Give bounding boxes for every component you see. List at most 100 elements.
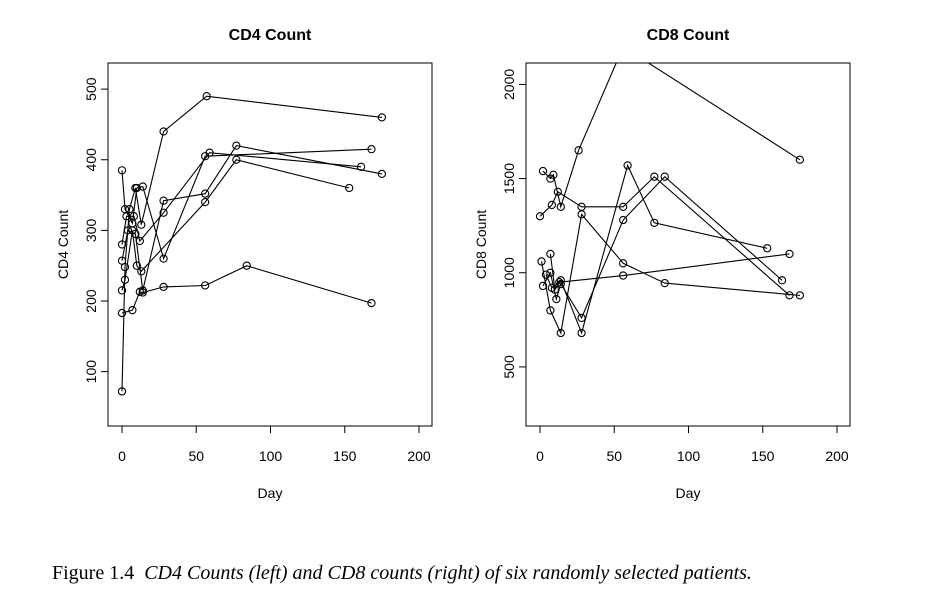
data-point: [159, 282, 168, 292]
data-point: [660, 172, 669, 181]
x-tick-label: 100: [677, 448, 701, 464]
data-point: [619, 259, 628, 268]
data-point: [535, 212, 545, 221]
cd4-panel: CD4 Count Day CD4 Count 0 50 100 150 200 100 200 3…: [55, 27, 433, 501]
data-point: [120, 275, 130, 284]
data-point: [137, 220, 146, 229]
y-tick-label: 400: [83, 148, 99, 172]
data-point: [117, 256, 127, 265]
data-point: [650, 172, 659, 181]
data-point: [538, 281, 548, 291]
series-line: [540, 213, 800, 335]
data-point: [201, 281, 210, 290]
series-line: [121, 144, 383, 291]
series-line: [542, 63, 801, 209]
series-line: [121, 265, 372, 314]
data-point: [367, 145, 376, 154]
series-line: [121, 95, 382, 392]
data-point: [556, 202, 565, 211]
data-point: [795, 291, 805, 300]
x-tick-label: 200: [407, 448, 431, 464]
x-axis-label: Day: [258, 485, 283, 501]
data-point: [552, 294, 561, 304]
y-tick-label: 300: [83, 218, 99, 242]
data-point: [159, 208, 168, 217]
data-point: [159, 127, 168, 136]
x-tick-label: 0: [536, 448, 544, 464]
figure-caption: Figure 1.4 CD4 Counts (left) and CD8 cou…: [52, 562, 922, 585]
data-point: [117, 286, 127, 295]
y-tick-label: 200: [83, 289, 99, 313]
data-point: [202, 92, 211, 101]
x-axis-label: Day: [676, 485, 701, 501]
chart-title: CD8 Count: [647, 27, 730, 44]
data-point: [650, 218, 659, 227]
data-point: [785, 249, 794, 259]
x-tick-label: 0: [118, 448, 126, 464]
data-point: [549, 170, 558, 179]
series-line: [539, 175, 790, 296]
data-point: [546, 306, 555, 315]
x-tick-label: 50: [188, 448, 204, 464]
x-tick-label: 50: [606, 448, 622, 464]
data-point: [345, 183, 354, 193]
data-point: [159, 196, 168, 205]
data-point: [377, 169, 387, 179]
y-tick-label: 2000: [501, 69, 517, 100]
series-line: [121, 152, 362, 245]
plot-frame: [525, 62, 851, 427]
data-point: [623, 161, 632, 170]
y-axis-label: CD4 Count: [55, 210, 71, 279]
data-point: [620, 43, 627, 50]
data-point: [132, 183, 141, 193]
data-point: [537, 257, 546, 266]
data-point: [577, 210, 586, 219]
series-line: [542, 175, 783, 320]
caption-label: Figure 1.4: [52, 562, 135, 584]
data-point: [132, 261, 141, 270]
data-point: [555, 278, 564, 287]
data-point: [117, 166, 127, 175]
data-point: [232, 155, 241, 164]
y-tick-label: 1500: [501, 163, 517, 194]
data-point: [128, 226, 137, 235]
caption-text: CD4 Counts (left) and CD8 counts (right)…: [144, 562, 752, 584]
data-point: [201, 197, 210, 207]
data-point: [138, 288, 147, 297]
data-point: [619, 271, 628, 280]
series-line: [549, 163, 768, 335]
data-point: [205, 148, 214, 157]
data-point: [547, 283, 557, 292]
series-group: [117, 92, 387, 396]
data-point: [553, 187, 562, 196]
data-point: [546, 249, 555, 259]
data-point: [546, 268, 555, 277]
data-point: [242, 261, 251, 270]
data-point: [541, 270, 551, 279]
data-point: [377, 113, 387, 122]
data-point: [538, 166, 548, 176]
y-tick-label: 1000: [501, 257, 517, 288]
data-point: [117, 387, 127, 396]
cd8-panel: CD8 Count Day CD8 Count 0 50 100 150 200 500 1000…: [473, 27, 851, 501]
data-point: [574, 146, 583, 155]
data-point: [128, 306, 137, 315]
data-point: [785, 291, 794, 300]
x-tick-label: 200: [825, 448, 849, 464]
data-point: [556, 328, 565, 338]
data-point: [123, 226, 133, 235]
data-point: [619, 202, 628, 211]
data-point: [232, 141, 241, 150]
chart-title: CD4 Count: [229, 27, 312, 44]
x-tick-label: 150: [751, 448, 775, 464]
data-point: [795, 155, 805, 164]
data-point: [367, 298, 376, 308]
series-line: [545, 253, 790, 289]
data-point: [660, 278, 669, 288]
data-point: [117, 308, 127, 318]
data-point: [137, 267, 146, 276]
series-line: [121, 148, 372, 261]
y-tick-label: 100: [83, 360, 99, 384]
y-tick-label: 500: [83, 77, 99, 101]
plot-frame: [107, 62, 433, 427]
